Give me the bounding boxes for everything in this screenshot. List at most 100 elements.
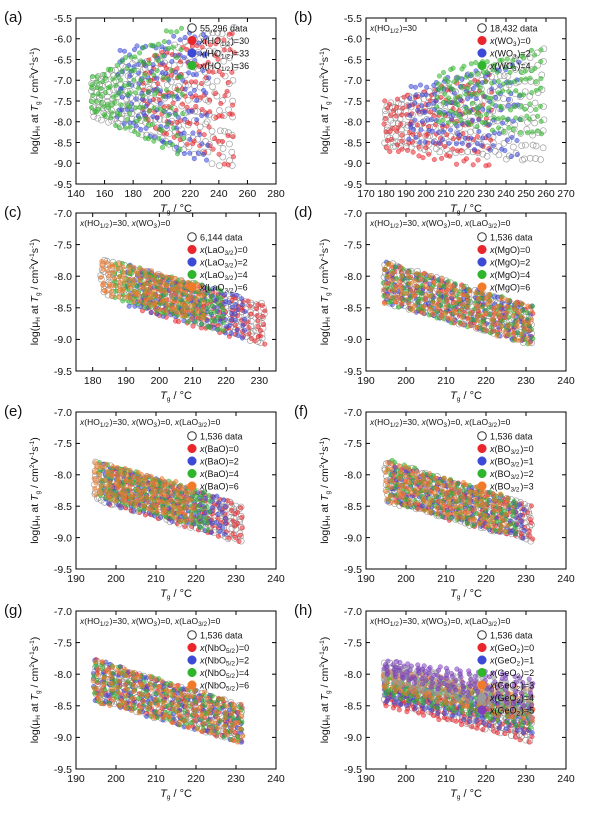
data-point bbox=[436, 141, 441, 146]
data-point bbox=[231, 154, 236, 159]
data-point bbox=[169, 492, 174, 497]
data-point bbox=[240, 515, 245, 520]
data-point bbox=[529, 521, 534, 526]
x-tick-label: 230 bbox=[251, 375, 269, 387]
condition-text: x(HO1/2 )=30, x(WO3 )=0 bbox=[79, 218, 170, 230]
text-span: (WO bbox=[495, 49, 514, 59]
data-point bbox=[166, 77, 171, 82]
data-point bbox=[419, 277, 424, 282]
text-span: ) bbox=[29, 239, 41, 243]
data-point bbox=[220, 510, 225, 515]
data-point bbox=[478, 104, 483, 109]
data-point bbox=[229, 501, 234, 506]
data-point bbox=[213, 319, 218, 324]
legend-marker bbox=[478, 258, 487, 267]
data-point bbox=[173, 306, 178, 311]
data-point bbox=[525, 310, 530, 315]
y-tick-label: -8.5 bbox=[344, 137, 362, 149]
data-point bbox=[440, 86, 445, 91]
data-point bbox=[411, 150, 416, 155]
data-point bbox=[404, 291, 409, 296]
data-point bbox=[221, 526, 226, 531]
data-point bbox=[169, 73, 174, 78]
data-point bbox=[148, 282, 153, 287]
legend-entry: x(MgO)=0 bbox=[489, 245, 530, 255]
data-point bbox=[166, 46, 171, 51]
data-point bbox=[160, 129, 165, 134]
data-point bbox=[262, 342, 267, 347]
data-point bbox=[421, 155, 426, 160]
data-point bbox=[121, 275, 126, 280]
data-point bbox=[123, 499, 128, 504]
data-point bbox=[499, 324, 504, 329]
text-span: (HO bbox=[374, 23, 390, 33]
data-point bbox=[261, 322, 266, 327]
x-tick-label: 200 bbox=[107, 573, 125, 585]
text-span: (LaO bbox=[469, 218, 488, 228]
data-point bbox=[400, 133, 405, 138]
data-point bbox=[394, 129, 399, 134]
data-point bbox=[160, 54, 165, 59]
data-point bbox=[221, 328, 226, 333]
data-point bbox=[201, 307, 206, 312]
text-span: at bbox=[319, 302, 331, 317]
data-point bbox=[393, 299, 398, 304]
data-point bbox=[110, 294, 115, 299]
y-tick-label: -9.5 bbox=[54, 366, 72, 378]
data-point bbox=[468, 324, 473, 329]
x-tick-label: 230 bbox=[227, 573, 245, 585]
data-point bbox=[469, 72, 474, 77]
text-span: )=30 bbox=[231, 36, 249, 46]
y-tick-label: -9.0 bbox=[344, 158, 362, 170]
text-span: ) bbox=[29, 48, 41, 52]
data-point bbox=[150, 122, 155, 127]
data-point bbox=[478, 85, 483, 90]
x-tick-label: 190 bbox=[397, 188, 415, 200]
data-point bbox=[258, 328, 263, 333]
legend-marker bbox=[188, 482, 197, 491]
data-point bbox=[192, 88, 197, 93]
y-tick-label: -8.0 bbox=[54, 117, 72, 129]
data-point bbox=[218, 529, 223, 534]
data-point bbox=[171, 486, 176, 491]
data-point bbox=[192, 139, 197, 144]
text-span: 1/2 bbox=[221, 41, 230, 48]
text-span: / cm bbox=[29, 269, 41, 292]
y-axis-label: log(μH at Tg / cm2V-1s-1) bbox=[29, 48, 42, 155]
x-tick-label: 220 bbox=[187, 573, 205, 585]
data-point bbox=[496, 116, 501, 121]
text-span: 3/2 bbox=[225, 263, 234, 270]
data-point bbox=[407, 96, 412, 101]
data-point bbox=[393, 133, 399, 139]
data-point bbox=[199, 113, 204, 118]
data-point bbox=[216, 108, 222, 114]
data-point bbox=[143, 281, 148, 286]
data-point bbox=[406, 274, 411, 279]
data-point bbox=[519, 332, 524, 337]
legend-entry: 6,144 data bbox=[200, 233, 243, 243]
data-point bbox=[437, 283, 442, 288]
text-span: (MgO)=4 bbox=[495, 270, 531, 280]
data-point bbox=[178, 295, 183, 300]
data-point bbox=[201, 500, 206, 505]
data-point bbox=[412, 101, 417, 106]
text-span: )=0 bbox=[208, 417, 221, 427]
text-span: (HO bbox=[205, 36, 222, 46]
data-point bbox=[461, 285, 466, 290]
data-point bbox=[470, 118, 475, 123]
data-point bbox=[429, 117, 434, 122]
data-point bbox=[448, 109, 453, 114]
data-point bbox=[476, 296, 481, 301]
data-point bbox=[201, 313, 206, 318]
data-point bbox=[167, 40, 172, 45]
data-point bbox=[155, 81, 160, 86]
data-point bbox=[97, 472, 102, 477]
data-point bbox=[465, 299, 470, 304]
data-point bbox=[421, 311, 426, 316]
data-point bbox=[131, 474, 136, 479]
data-point bbox=[385, 138, 390, 143]
data-point bbox=[163, 308, 168, 313]
